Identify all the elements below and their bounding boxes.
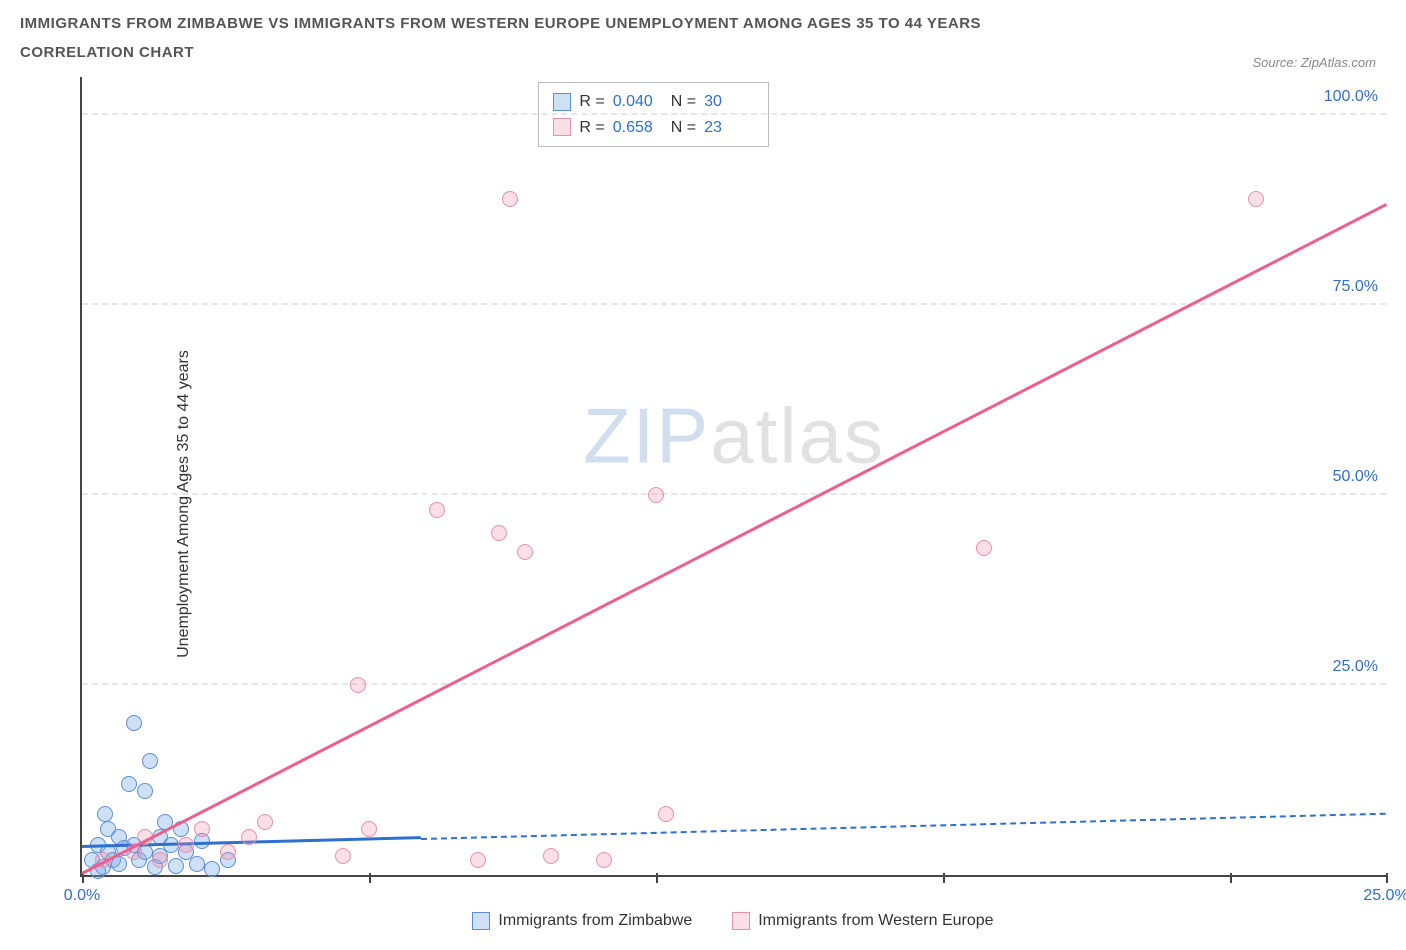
data-point [976,540,992,556]
data-point [121,776,137,792]
data-point [648,487,664,503]
x-tick [1386,873,1388,883]
data-point [335,848,351,864]
watermark: ZIPatlas [583,391,885,482]
x-tick [943,873,945,883]
x-tick-label: 25.0% [1363,887,1406,905]
legend-item-s1: Immigrants from Zimbabwe [472,912,692,930]
data-point [257,814,273,830]
chart-title-block: IMMIGRANTS FROM ZIMBABWE VS IMMIGRANTS F… [20,10,1386,67]
data-point [204,861,220,877]
data-point [194,821,210,837]
n-value-s2: 23 [704,115,754,141]
source-prefix: Source: [1252,55,1300,70]
data-point [429,502,445,518]
plot-area: ZIPatlas R = 0.040 N = 30 R = 0.658 N = … [80,77,1386,877]
x-tick [369,873,371,883]
data-point [168,858,184,874]
r-label: R = [579,89,604,115]
stats-row-s2: R = 0.658 N = 23 [553,115,754,141]
title-line-1: IMMIGRANTS FROM ZIMBABWE VS IMMIGRANTS F… [20,10,1386,39]
data-point [137,783,153,799]
r-label: R = [579,115,604,141]
source-name: ZipAtlas.com [1301,55,1376,70]
legend-item-s2: Immigrants from Western Europe [732,912,993,930]
source-attribution: Source: ZipAtlas.com [1252,55,1376,70]
swatch-s2 [732,912,750,930]
data-point [1248,191,1264,207]
swatch-s1 [472,912,490,930]
data-point [142,753,158,769]
data-point [361,821,377,837]
data-point [220,844,236,860]
data-point [517,544,533,560]
x-tick [1230,873,1232,883]
gridline [82,683,1386,685]
data-point [543,848,559,864]
gridline [82,493,1386,495]
data-point [126,715,142,731]
x-tick [656,873,658,883]
swatch-s1 [553,93,571,111]
data-point [658,806,674,822]
stats-row-s1: R = 0.040 N = 30 [553,89,754,115]
data-point [178,837,194,853]
title-line-2: CORRELATION CHART [20,39,1386,68]
n-label: N = [671,115,696,141]
chart-container: Unemployment Among Ages 35 to 44 years Z… [20,77,1386,930]
y-tick-label: 100.0% [1324,88,1378,106]
data-point [470,852,486,868]
data-point [491,525,507,541]
r-value-s1: 0.040 [613,89,663,115]
data-point [596,852,612,868]
data-point [97,806,113,822]
y-tick-label: 50.0% [1333,468,1378,486]
x-tick-label: 0.0% [64,887,100,905]
watermark-brand-b: atlas [710,392,885,480]
bottom-legend: Immigrants from Zimbabwe Immigrants from… [80,912,1386,930]
legend-label-s2: Immigrants from Western Europe [758,912,993,930]
data-point [152,852,168,868]
y-tick-label: 75.0% [1333,278,1378,296]
data-point [241,829,257,845]
data-point [502,191,518,207]
watermark-brand-a: ZIP [583,392,710,480]
data-point [350,677,366,693]
trend-line [421,812,1386,839]
r-value-s2: 0.658 [613,115,663,141]
swatch-s2 [553,118,571,136]
n-label: N = [671,89,696,115]
n-value-s1: 30 [704,89,754,115]
gridline [82,113,1386,115]
y-tick-label: 25.0% [1333,658,1378,676]
data-point [189,856,205,872]
legend-label-s1: Immigrants from Zimbabwe [498,912,692,930]
